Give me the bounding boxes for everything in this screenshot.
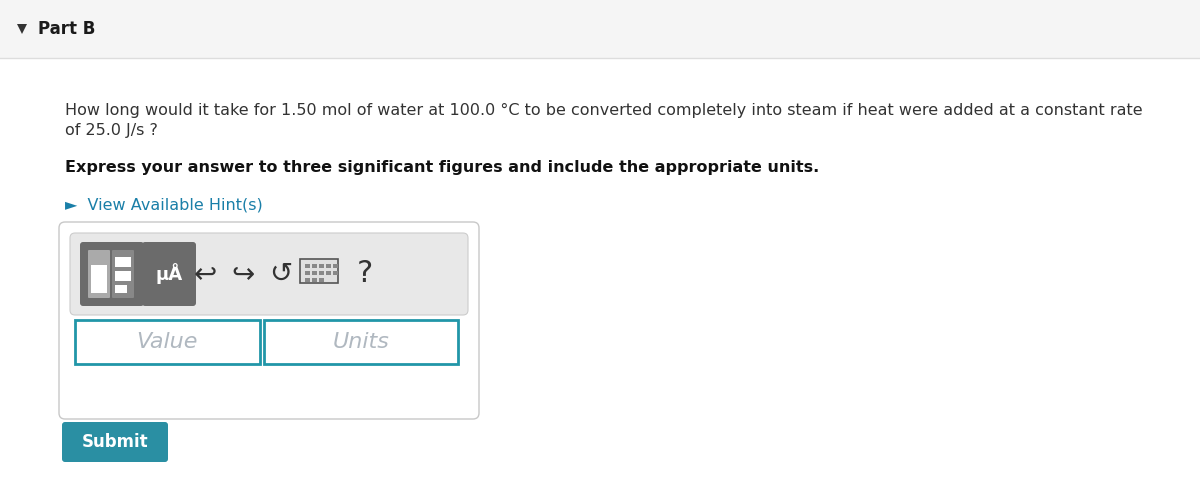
Text: Express your answer to three significant figures and include the appropriate uni: Express your answer to three significant…	[65, 160, 820, 175]
Bar	[305, 271, 310, 275]
FancyBboxPatch shape	[0, 58, 1200, 484]
Text: ?: ?	[356, 259, 373, 288]
Text: ►  View Available Hint(s): ► View Available Hint(s)	[65, 198, 263, 213]
FancyBboxPatch shape	[74, 320, 260, 364]
Text: ↪: ↪	[232, 260, 254, 288]
Bar	[312, 271, 317, 275]
Bar	[305, 264, 310, 268]
FancyBboxPatch shape	[70, 233, 468, 315]
FancyBboxPatch shape	[0, 0, 1200, 58]
Bar	[91, 265, 107, 293]
Bar	[334, 264, 338, 268]
Bar	[319, 271, 324, 275]
Bar	[115, 257, 131, 267]
FancyBboxPatch shape	[88, 250, 110, 298]
Bar	[115, 271, 131, 281]
Bar	[319, 264, 324, 268]
Text: Part B: Part B	[38, 20, 95, 38]
Text: Submit: Submit	[82, 433, 149, 451]
Bar	[326, 264, 331, 268]
FancyBboxPatch shape	[80, 242, 144, 306]
Text: of 25.0 J/s ?: of 25.0 J/s ?	[65, 123, 158, 138]
FancyBboxPatch shape	[62, 422, 168, 462]
Text: How long would it take for 1.50 mol of water at 100.0 °C to be converted complet: How long would it take for 1.50 mol of w…	[65, 103, 1142, 118]
Bar	[312, 264, 317, 268]
Text: Value: Value	[137, 332, 198, 352]
Bar	[334, 271, 338, 275]
Bar	[305, 278, 310, 282]
FancyBboxPatch shape	[300, 259, 338, 283]
Bar	[326, 271, 331, 275]
Text: ↺: ↺	[269, 260, 293, 288]
Bar	[312, 278, 317, 282]
Bar	[115, 285, 127, 293]
Text: Units: Units	[332, 332, 390, 352]
FancyBboxPatch shape	[59, 222, 479, 419]
FancyBboxPatch shape	[142, 242, 196, 306]
Text: μÅ: μÅ	[155, 263, 182, 285]
Bar	[319, 278, 324, 282]
Text: ↩: ↩	[193, 260, 217, 288]
FancyBboxPatch shape	[112, 250, 134, 298]
FancyBboxPatch shape	[264, 320, 458, 364]
